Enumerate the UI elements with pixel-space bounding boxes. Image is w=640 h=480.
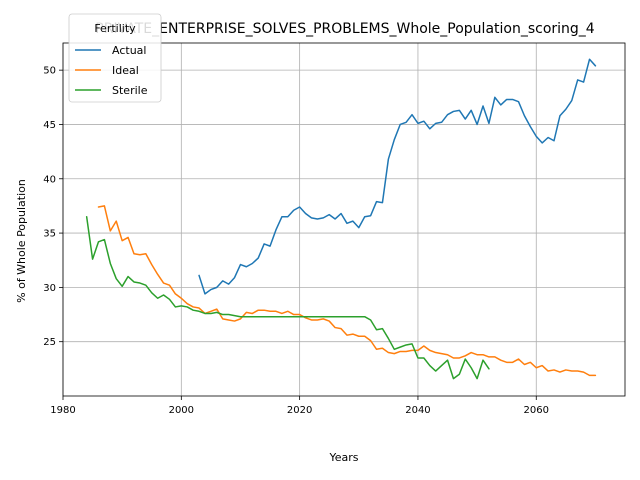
legend-label-actual: Actual	[112, 44, 146, 57]
x-axis-ticks: 1980 2000 2020 2040 2060	[50, 396, 549, 416]
series-line-actual	[198, 58, 597, 295]
series-line-ideal	[97, 205, 597, 377]
y-axis-label: % of Whole Population	[15, 179, 28, 303]
y-tick-label: 45	[43, 120, 56, 131]
series-line-sterile	[85, 216, 490, 380]
y-axis-ticks: 25 30 35 40 45 50	[43, 66, 63, 348]
y-tick-label: 50	[43, 66, 56, 77]
legend-label-ideal: Ideal	[112, 64, 139, 77]
y-tick-label: 35	[43, 229, 56, 240]
y-tick-label: 30	[43, 283, 56, 294]
legend: Fertility Actual Ideal Sterile	[68, 13, 162, 103]
x-tick-label: 2040	[405, 405, 430, 416]
legend-items: Actual Ideal Sterile	[75, 44, 148, 97]
chart-title: PRIVATE_ENTERPRISE_SOLVES_PROBLEMS_Whole…	[95, 21, 595, 37]
x-tick-label: 2000	[169, 405, 194, 416]
gridlines	[62, 43, 625, 396]
legend-label-sterile: Sterile	[112, 84, 148, 97]
x-axis-label: Years	[328, 451, 358, 464]
plot-area-frame	[62, 42, 626, 397]
y-tick-label: 40	[43, 174, 56, 185]
series-layer	[85, 58, 597, 380]
legend-box	[68, 13, 162, 103]
x-tick-label: 2020	[287, 405, 312, 416]
y-tick-label: 25	[43, 337, 56, 348]
legend-title: Fertility	[94, 22, 136, 35]
x-tick-label: 2060	[524, 405, 549, 416]
x-tick-label: 1980	[50, 405, 75, 416]
